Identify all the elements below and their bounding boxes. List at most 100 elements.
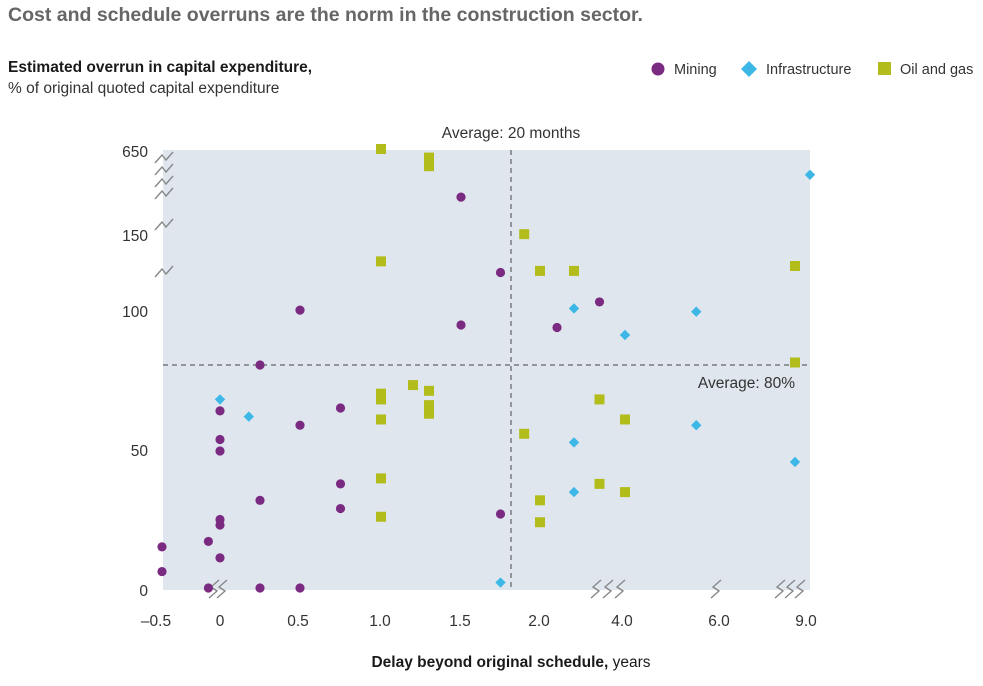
x-tick-label: 2.0 (528, 613, 550, 630)
legend-infrastructure-label: Infrastructure (766, 62, 851, 78)
mining-point (456, 320, 466, 330)
oil-and-gas-point (790, 357, 800, 368)
oil-and-gas-point (424, 152, 434, 163)
x-tick-label: 0.5 (287, 613, 309, 630)
oil-and-gas-point (376, 388, 386, 399)
axis-break-icon (154, 151, 174, 164)
x-axis-title: Delay beyond original schedule, years (371, 654, 650, 671)
oil-and-gas-point (535, 495, 545, 506)
mining-point (215, 434, 225, 445)
oil-and-gas-point (594, 478, 605, 489)
average-x-label: Average: 20 months (442, 125, 581, 142)
infrastructure-point (789, 456, 801, 468)
oil-and-gas-point (408, 380, 418, 391)
axis-break-icon (154, 163, 174, 176)
mining-point (215, 446, 225, 456)
axis-break-icon (774, 579, 786, 599)
oil-and-gas-point (424, 385, 434, 396)
average-y-label: Average: 80% (698, 375, 795, 392)
chart-title: Cost and schedule overruns are the norm … (8, 4, 643, 26)
axis-break-icon (154, 218, 174, 231)
infrastructure-point (243, 411, 254, 422)
axis-break-icon (208, 579, 220, 599)
mining-point (335, 479, 346, 489)
axis-break-icon (154, 265, 174, 278)
oil-and-gas-point (569, 265, 579, 276)
infrastructure-point (691, 306, 702, 317)
x-axis-title-unit: years (613, 654, 651, 671)
oil-and-gas-point (376, 473, 386, 484)
y-tick-label: 50 (131, 443, 149, 460)
infrastructure-point (568, 303, 580, 314)
infrastructure-point (568, 437, 580, 448)
mining-point (157, 542, 167, 552)
y-tick-label: 0 (139, 583, 148, 600)
mining-point (203, 536, 213, 547)
oil-and-gas-point (519, 229, 530, 240)
y-tick-label: 150 (122, 228, 148, 245)
oil-and-gas-point (535, 517, 545, 528)
oil-and-gas-point (376, 511, 386, 522)
infrastructure-point (804, 169, 816, 180)
oil-and-gas-point (519, 428, 530, 439)
mining-point (157, 566, 167, 577)
mining-point (456, 192, 466, 202)
oil-and-gas-point (376, 256, 386, 267)
mining-point (255, 583, 265, 593)
mining-point (552, 322, 562, 333)
x-tick-label: 0 (216, 613, 225, 630)
mining-point (295, 305, 305, 315)
x-tick-label: 4.0 (611, 613, 633, 630)
oil-and-gas-point (376, 144, 386, 154)
mining-point (295, 583, 305, 593)
mining-point (255, 360, 265, 370)
oil-and-gas-point (424, 408, 434, 419)
infrastructure-point (495, 577, 506, 588)
data-points (157, 144, 816, 593)
x-tick-label: –0.5 (141, 613, 171, 630)
infrastructure-point (214, 394, 226, 405)
mining-point (215, 514, 225, 525)
oil-and-gas-point (424, 400, 434, 411)
y-axis-title: Estimated overrun in capital expenditure… (8, 59, 313, 76)
legend-mining-label: Mining (674, 62, 717, 78)
infrastructure-point (619, 329, 631, 341)
oil-and-gas-point (535, 265, 545, 276)
oil-and-gas-point (594, 394, 605, 405)
infrastructure-point (691, 420, 702, 431)
axis-break-icon (784, 579, 796, 599)
oil-and-gas-point (376, 394, 386, 405)
axis-break-icon (590, 579, 602, 599)
axis-break-icon (794, 579, 806, 599)
mining-point (203, 583, 213, 593)
axis-break-icon (154, 187, 174, 200)
axis-break-icon (710, 579, 722, 599)
x-axis-title-bold: Delay beyond original schedule, (371, 654, 608, 671)
mining-point (335, 403, 346, 413)
oil-and-gas-point (376, 414, 386, 425)
x-tick-label: 1.5 (449, 613, 471, 630)
plot-area (163, 150, 810, 590)
legend-infrastructure-marker (741, 61, 757, 77)
axis-break-icon (216, 579, 228, 599)
y-tick-label: 100 (122, 304, 148, 321)
mining-point (495, 509, 506, 519)
oil-and-gas-point (620, 487, 630, 498)
mining-point (335, 503, 346, 514)
oil-and-gas-point (424, 161, 434, 172)
axis-break-marks (154, 151, 806, 599)
legend: Mining Infrastructure Oil and gas (651, 61, 973, 78)
mining-point (215, 553, 225, 563)
oil-and-gas-point (790, 261, 800, 271)
oil-and-gas-point (620, 414, 630, 425)
x-tick-label: 1.0 (369, 613, 391, 630)
infrastructure-point (568, 486, 580, 498)
axis-break-icon (154, 175, 174, 188)
y-tick-label: 650 (122, 144, 148, 161)
legend-oil-gas-marker (878, 62, 891, 75)
mining-point (295, 420, 305, 430)
axis-break-icon (614, 579, 626, 599)
mining-point (594, 297, 605, 307)
mining-point (495, 267, 506, 278)
